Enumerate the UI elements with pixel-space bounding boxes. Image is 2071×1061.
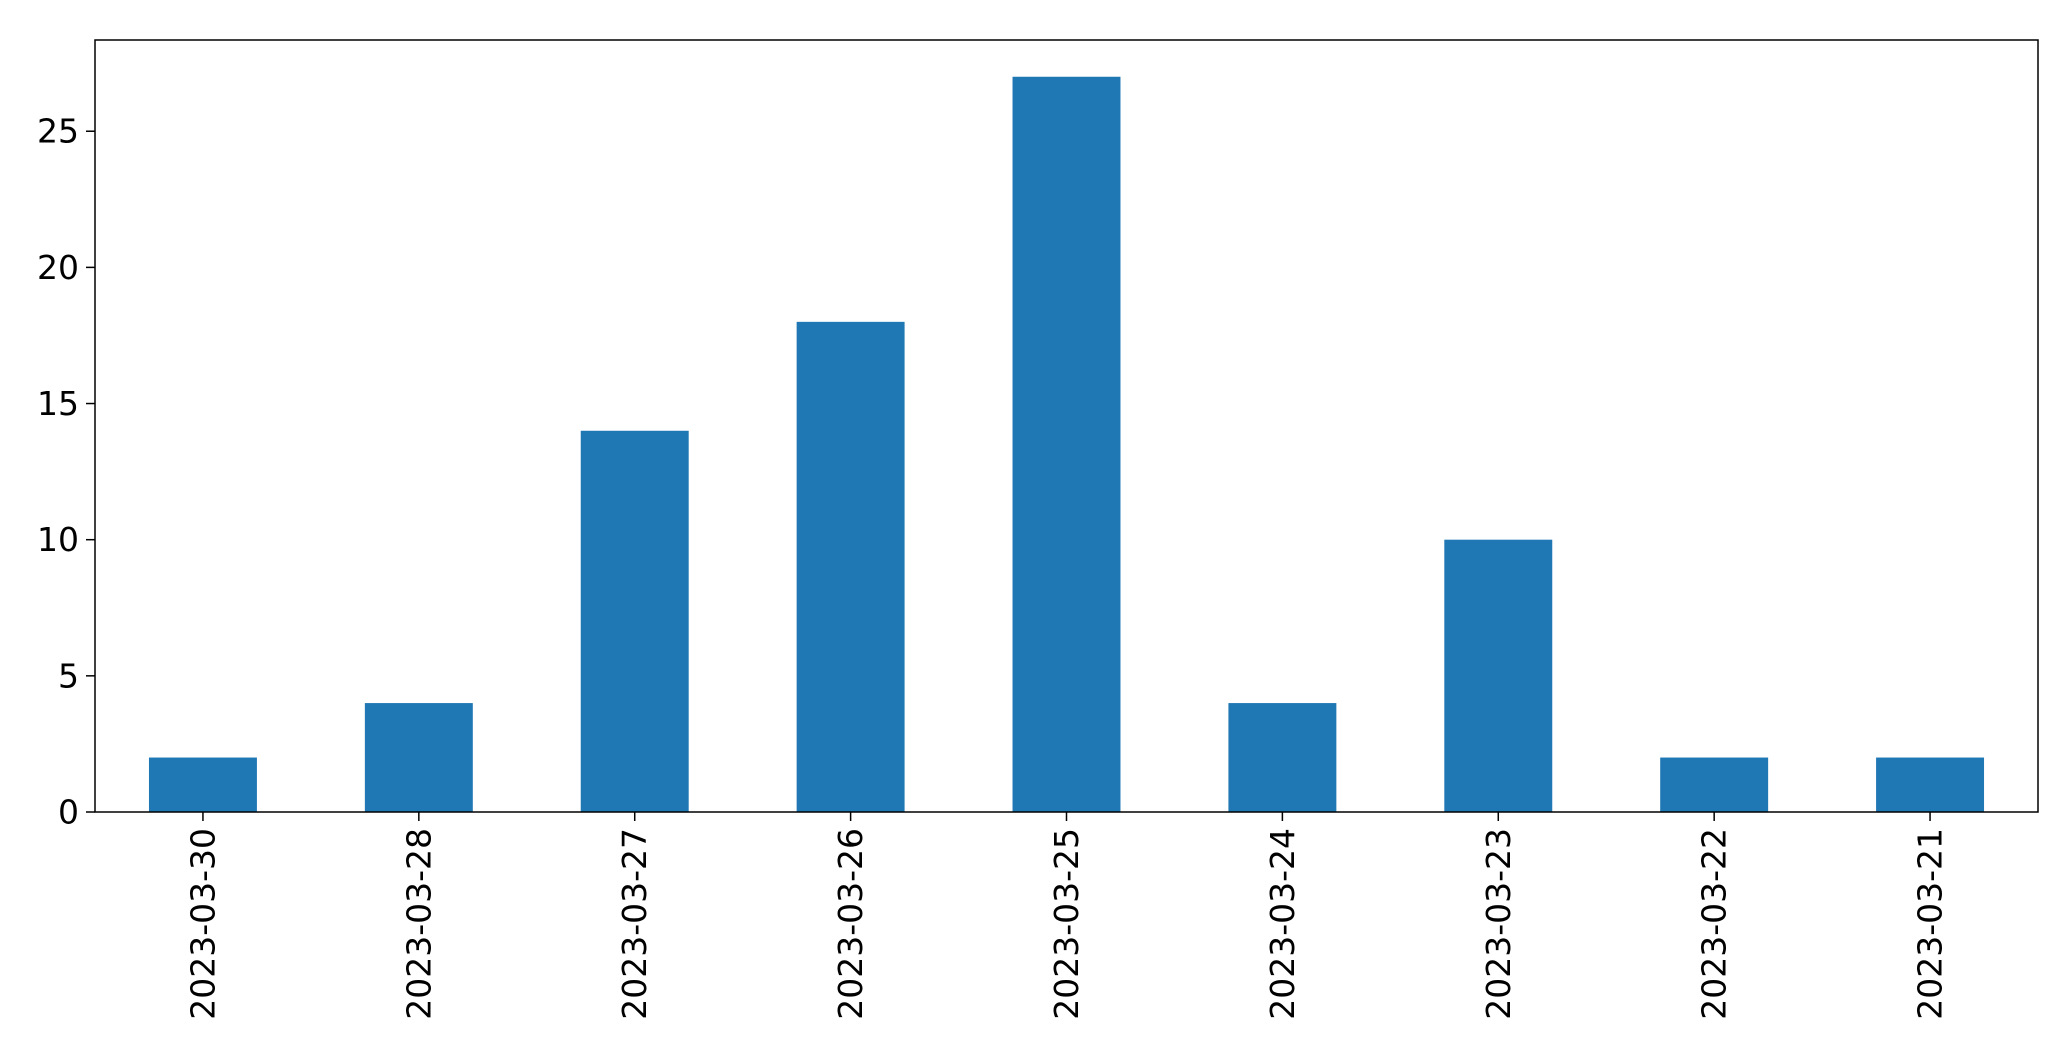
x-tick-label: 2023-03-21 — [1911, 828, 1950, 1020]
y-tick-label: 10 — [37, 520, 79, 559]
y-tick-label: 25 — [37, 112, 79, 151]
bar-2023-03-28 — [364, 703, 473, 812]
x-tick-label: 2023-03-22 — [1695, 828, 1734, 1020]
bar-2023-03-21 — [1876, 757, 1985, 812]
bars — [148, 76, 1985, 812]
y-tick-label: 5 — [58, 656, 79, 695]
bar-2023-03-26 — [796, 321, 905, 812]
bar-2023-03-30 — [148, 757, 257, 812]
y-tick-label: 20 — [37, 248, 79, 287]
x-tick-label: 2023-03-28 — [399, 828, 438, 1020]
y-axis: 0 5 10 15 20 25 — [37, 112, 95, 832]
y-tick-label: 0 — [58, 793, 79, 832]
y-tick-label: 15 — [37, 384, 79, 423]
bar-2023-03-27 — [580, 430, 689, 812]
x-tick-label: 2023-03-30 — [183, 828, 222, 1020]
plot-frame — [94, 39, 2039, 813]
x-tick-label: 2023-03-24 — [1263, 828, 1302, 1020]
x-tick-label: 2023-03-27 — [615, 828, 654, 1020]
bar-2023-03-22 — [1660, 757, 1769, 812]
x-axis: 2023-03-30 2023-03-28 2023-03-27 2023-03-26… — [183, 812, 1950, 1020]
bar-2023-03-23 — [1444, 539, 1553, 812]
bar-2023-03-25 — [1012, 76, 1121, 812]
bar-2023-03-24 — [1228, 703, 1337, 812]
x-tick-label: 2023-03-23 — [1479, 828, 1518, 1020]
x-tick-label: 2023-03-26 — [831, 828, 870, 1020]
x-tick-label: 2023-03-25 — [1047, 828, 1086, 1020]
